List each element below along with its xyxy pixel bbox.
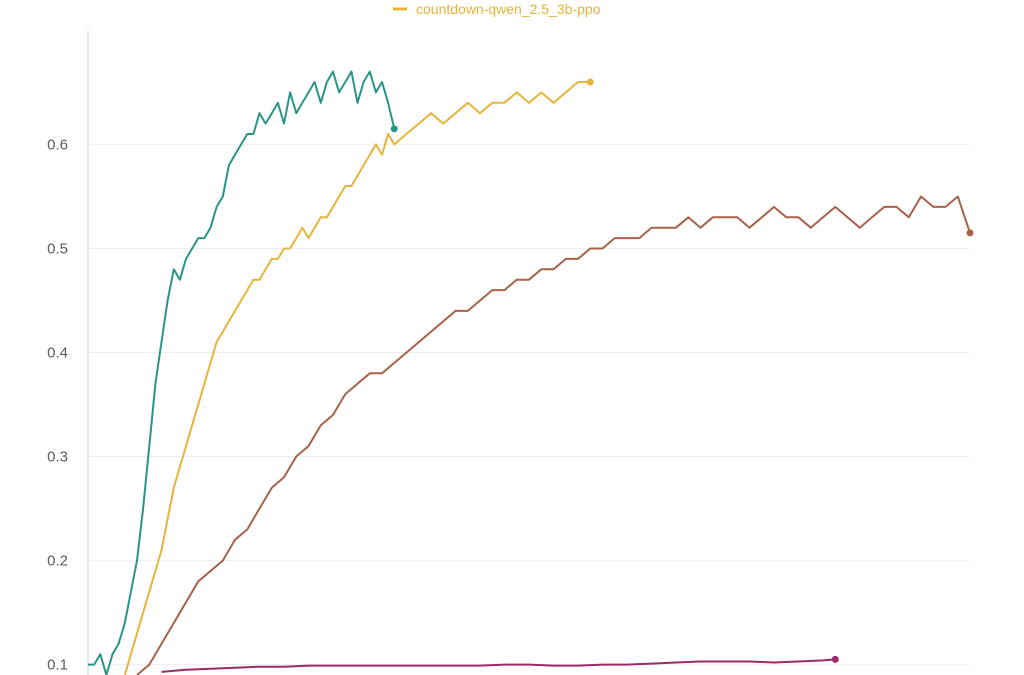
legend: countdown-qwen_2.5_3b-ppo: [393, 1, 601, 17]
series-line-1: [88, 70, 396, 675]
y-axis-ticks: 0.1 0.2 0.3 0.4 0.5 0.6: [47, 136, 68, 673]
series-end-point-2: [586, 78, 594, 86]
series-end-point-4: [831, 655, 839, 663]
y-tick-label: 0.4: [47, 345, 68, 362]
series-end-point-3: [966, 229, 974, 237]
y-tick-label: 0.5: [47, 240, 68, 257]
y-tick-label: 0.2: [47, 553, 68, 570]
series-end-point-1: [390, 125, 398, 133]
y-tick-label: 0.1: [47, 657, 68, 674]
y-tick-label: 0.6: [47, 136, 68, 153]
y-tick-label: 0.3: [47, 449, 68, 466]
series-lines: [88, 70, 974, 675]
grid: [88, 143, 970, 666]
series-line-2: [123, 81, 591, 675]
legend-label: countdown-qwen_2.5_3b-ppo: [416, 1, 601, 17]
series-line-3: [136, 195, 971, 675]
series-line-4: [161, 658, 836, 673]
